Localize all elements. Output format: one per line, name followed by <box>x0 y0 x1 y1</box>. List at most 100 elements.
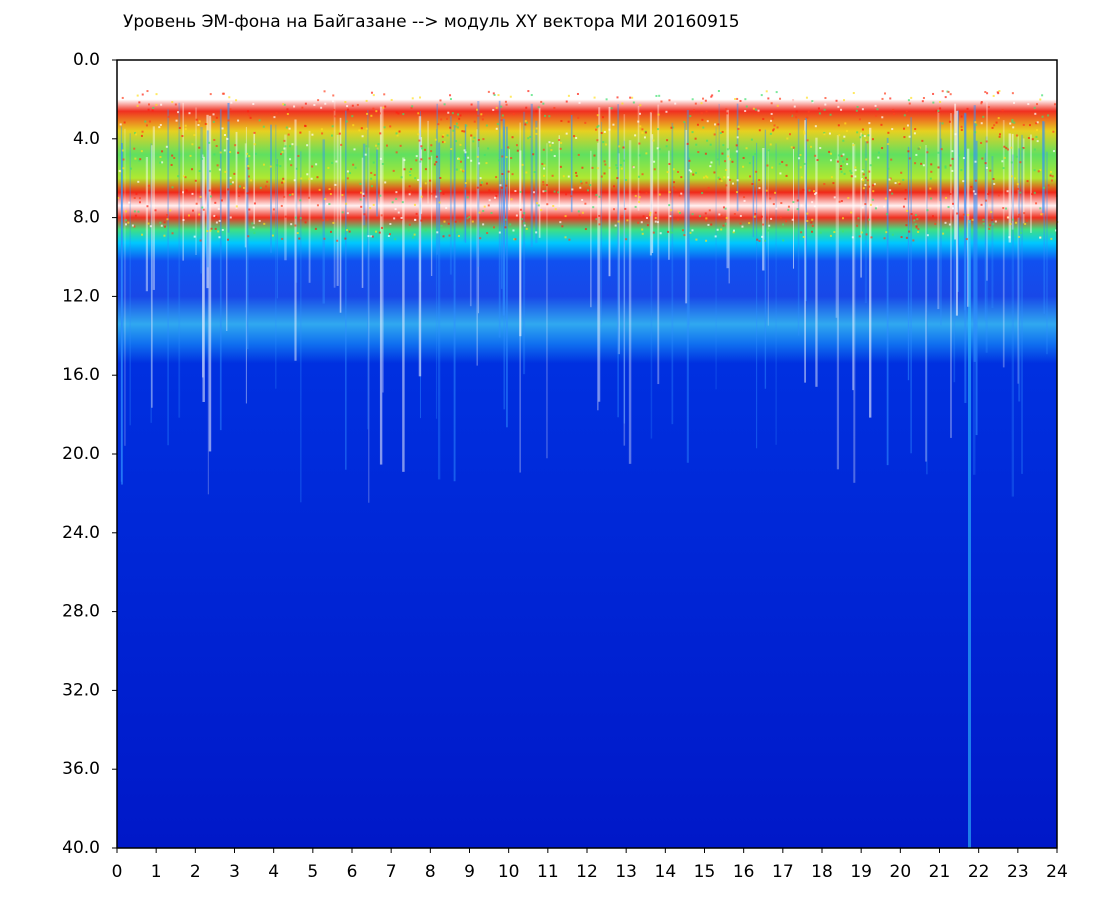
noise-dot <box>683 234 686 237</box>
noise-dot <box>490 211 493 214</box>
noise-dot <box>926 151 929 154</box>
noise-dot <box>418 139 421 142</box>
noise-dot <box>749 175 752 178</box>
noise-streak <box>651 134 654 253</box>
noise-dot <box>511 173 514 176</box>
noise-streak <box>508 149 511 210</box>
noise-dot <box>296 232 299 235</box>
noise-dot <box>1009 223 1012 226</box>
noise-dot <box>772 203 775 206</box>
noise-dot <box>640 221 643 224</box>
noise-dot <box>908 230 911 233</box>
noise-dot <box>553 190 556 193</box>
noise-dot <box>213 138 216 141</box>
noise-dot <box>1053 103 1056 106</box>
noise-dot <box>811 224 814 227</box>
noise-dot <box>815 191 818 194</box>
noise-streak <box>523 111 526 375</box>
noise-streak <box>590 150 592 308</box>
noise-dot <box>222 92 225 95</box>
noise-dot <box>782 239 785 242</box>
noise-dot <box>875 114 878 117</box>
noise-dot <box>331 125 334 128</box>
noise-dot <box>496 123 499 126</box>
noise-dot <box>893 112 896 115</box>
noise-dot <box>188 112 191 115</box>
noise-dot <box>798 157 801 160</box>
noise-streak <box>129 133 131 426</box>
noise-dot <box>369 207 372 210</box>
noise-dot <box>818 112 821 115</box>
noise-dot <box>535 231 538 234</box>
noise-dot <box>466 196 469 199</box>
noise-dot <box>294 216 297 219</box>
noise-dot <box>382 106 385 109</box>
noise-dot <box>926 234 929 237</box>
noise-dot <box>987 193 990 196</box>
noise-dot <box>688 159 691 162</box>
noise-dot <box>907 150 910 153</box>
noise-dot <box>524 123 527 126</box>
noise-dot <box>719 131 722 134</box>
noise-dot <box>320 106 323 109</box>
noise-streak <box>815 137 818 387</box>
noise-dot <box>237 151 240 154</box>
noise-dot <box>354 166 357 169</box>
noise-dot <box>939 107 942 110</box>
noise-dot <box>440 224 443 227</box>
noise-dot <box>737 125 740 128</box>
noise-dot <box>920 162 923 165</box>
noise-dot <box>725 168 728 171</box>
noise-streak <box>1022 138 1025 224</box>
noise-dot <box>678 194 681 197</box>
noise-dot <box>510 97 513 100</box>
noise-dot <box>301 106 304 109</box>
noise-dot <box>837 124 840 127</box>
noise-dot <box>913 132 916 135</box>
noise-dot <box>774 191 777 194</box>
noise-dot <box>615 164 618 167</box>
noise-streak <box>367 110 369 430</box>
noise-dot <box>567 175 570 178</box>
noise-dot <box>835 99 838 102</box>
noise-dot <box>975 123 978 126</box>
x-tick-label: 19 <box>850 862 872 882</box>
noise-dot <box>982 222 985 225</box>
noise-dot <box>476 155 479 158</box>
noise-dot <box>577 116 580 119</box>
noise-dot <box>182 175 185 178</box>
noise-dot <box>322 219 325 222</box>
x-tick-label: 23 <box>1007 862 1029 882</box>
noise-dot <box>600 131 603 134</box>
noise-dot <box>282 177 285 180</box>
noise-dot <box>360 205 363 208</box>
noise-dot <box>138 159 141 162</box>
noise-dot <box>559 165 562 168</box>
noise-dot <box>669 231 672 234</box>
noise-dot <box>705 219 708 222</box>
noise-dot <box>269 165 272 168</box>
noise-dot <box>720 214 723 217</box>
noise-dot <box>987 106 990 109</box>
noise-dot <box>458 117 461 120</box>
noise-dot <box>657 113 660 116</box>
y-tick-label: 28.0 <box>62 602 100 622</box>
noise-dot <box>598 223 601 226</box>
noise-dot <box>443 103 446 106</box>
noise-dot <box>689 231 692 234</box>
noise-dot <box>843 172 846 175</box>
noise-streak <box>600 121 603 325</box>
noise-dot <box>332 94 335 97</box>
noise-dot <box>593 96 596 99</box>
chart-title: Уровень ЭМ-фона на Байгазане --> модуль … <box>123 12 740 32</box>
noise-dot <box>430 144 433 147</box>
noise-dot <box>206 230 209 233</box>
noise-dot <box>884 197 887 200</box>
noise-dot <box>717 123 720 126</box>
noise-dot <box>641 131 644 134</box>
noise-dot <box>135 133 138 136</box>
noise-dot <box>637 120 640 123</box>
noise-dot <box>313 103 316 106</box>
noise-dot <box>839 168 842 171</box>
noise-dot <box>457 157 460 160</box>
